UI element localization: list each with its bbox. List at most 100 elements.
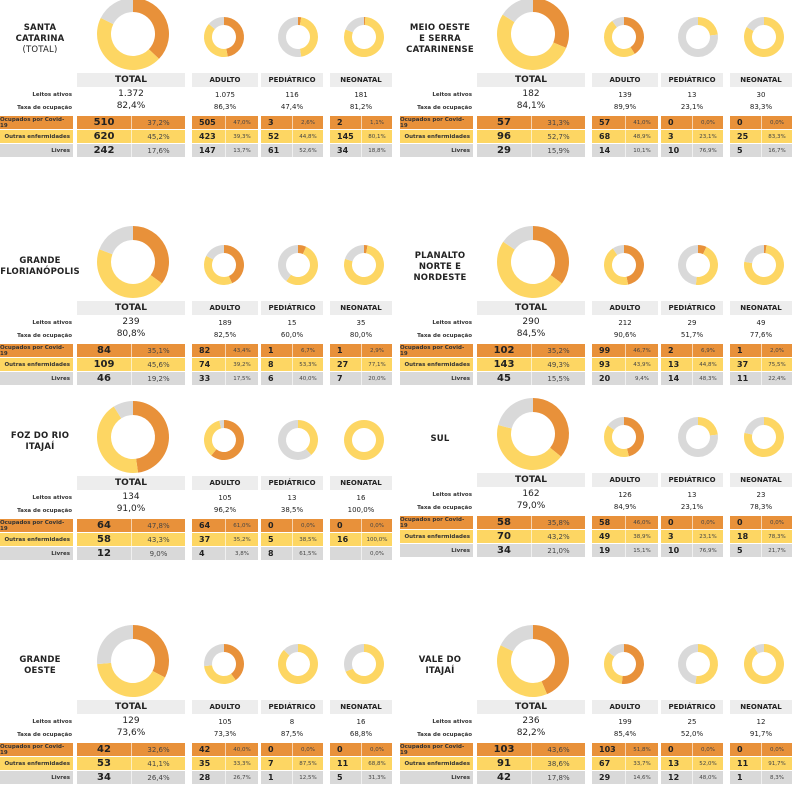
- donut-slice-outras: [286, 246, 318, 285]
- covid-percent: 40,0%: [225, 743, 258, 756]
- outras-percent: 43,3%: [131, 533, 185, 546]
- label-leitos-ativos: Leitos ativos: [32, 320, 72, 326]
- donut-pediatrico: [278, 245, 318, 285]
- label-covid: Ocupados por Covid-19: [0, 519, 73, 532]
- leitos-ativos-value: 129: [122, 716, 140, 726]
- covid-count: 0: [261, 519, 292, 532]
- donut-slice-covid: [698, 245, 707, 255]
- region-panel: VALE DO ITAJAÍ Leitos ativos Taxa de ocupaç…: [400, 625, 800, 797]
- donut-slice-covid: [533, 226, 569, 284]
- donut-slice-livres: [678, 417, 718, 457]
- label-livres: Livres: [400, 771, 473, 784]
- covid-percent: 0,0%: [761, 516, 792, 529]
- donut-pediatrico: [678, 245, 718, 285]
- covid-percent: 61,0%: [225, 519, 258, 532]
- donut-slice-outras: [204, 255, 233, 285]
- covid-percent: 0,0%: [361, 743, 392, 756]
- donut-slice-covid: [224, 17, 244, 57]
- livres-percent: 22,4%: [761, 372, 792, 385]
- donut-slice-livres: [498, 398, 533, 429]
- region-title: MEIO OESTE E SERRA CATARINENSE: [400, 14, 480, 64]
- livres-count: 14: [592, 144, 625, 157]
- leitos-ativos-value: 134: [122, 492, 140, 502]
- livres-percent: 17,8%: [531, 771, 585, 784]
- covid-percent: 2,6%: [292, 116, 323, 129]
- donut-slice-outras: [744, 417, 784, 457]
- taxa-ocupacao-value: 78,3%: [749, 503, 773, 511]
- covid-count: 0: [261, 743, 292, 756]
- livres-percent: 9,0%: [131, 547, 185, 560]
- donut-slice-livres: [219, 420, 224, 429]
- livres-count: 33: [192, 372, 225, 385]
- covid-percent: 0,0%: [292, 519, 323, 532]
- donut-slice-outras: [497, 14, 567, 70]
- livres-count: 20: [592, 372, 625, 385]
- leitos-ativos-value: 15: [287, 319, 297, 327]
- covid-percent: 47,0%: [225, 116, 258, 129]
- taxa-ocupacao-value: 85,4%: [613, 730, 637, 738]
- covid-count: 58: [592, 516, 625, 529]
- taxa-ocupacao-value: 90,6%: [613, 331, 637, 339]
- livres-count: 7: [330, 372, 361, 385]
- outras-count: 74: [192, 358, 225, 371]
- donut-slice-outras: [204, 665, 236, 684]
- donut-slice-livres: [500, 625, 533, 652]
- outras-percent: 87,5%: [292, 757, 323, 770]
- taxa-ocupacao-value: 60,0%: [280, 331, 304, 339]
- livres-count: 5: [730, 544, 761, 557]
- covid-percent: 32,6%: [131, 743, 185, 756]
- leitos-ativos-value: 162: [522, 489, 540, 499]
- livres-count: 14: [661, 372, 692, 385]
- livres-percent: 17,6%: [131, 144, 185, 157]
- covid-count: 84: [77, 344, 131, 357]
- livres-count: 147: [192, 144, 225, 157]
- leitos-ativos-value: 199: [618, 718, 632, 726]
- livres-percent: 21,7%: [761, 544, 792, 557]
- outras-percent: 52,7%: [531, 130, 585, 143]
- donut-neonatal: [744, 245, 784, 285]
- outras-percent: 49,3%: [531, 358, 585, 371]
- donut-slice-covid: [133, 401, 169, 473]
- donut-slice-covid: [224, 245, 244, 284]
- outras-percent: 39,2%: [225, 358, 258, 371]
- leitos-ativos-value: 13: [687, 91, 697, 99]
- livres-percent: 76,9%: [692, 544, 723, 557]
- label-livres: Livres: [0, 771, 73, 784]
- livres-count: 10: [661, 144, 692, 157]
- region-title: VALE DO ITAJAÍ: [400, 641, 480, 691]
- livres-percent: 20,0%: [361, 372, 392, 385]
- label-outras: Outras enfermidades: [400, 530, 473, 543]
- covid-percent: 6,9%: [692, 344, 723, 357]
- donut-slice-outras: [744, 17, 784, 57]
- leitos-ativos-value: 182: [522, 89, 540, 99]
- donut-adulto: [604, 17, 644, 58]
- label-livres: Livres: [400, 544, 473, 557]
- donut-slice-livres: [344, 245, 364, 262]
- outras-count: 3: [661, 530, 692, 543]
- livres-percent: 3,8%: [225, 547, 258, 560]
- donut-slice-outras: [345, 644, 384, 684]
- donut-slice-livres: [612, 245, 624, 256]
- donut-pediatrico: [278, 420, 318, 460]
- covid-count: 0: [730, 516, 761, 529]
- donut-slice-outras: [344, 245, 384, 285]
- outras-percent: 45,6%: [131, 358, 185, 371]
- donut-neonatal: [344, 245, 384, 285]
- livres-percent: 40,0%: [292, 372, 323, 385]
- label-leitos-ativos: Leitos ativos: [32, 719, 72, 725]
- livres-count: 19: [592, 544, 625, 557]
- donut-adulto: [604, 245, 644, 285]
- donut-slice-livres: [678, 17, 718, 57]
- covid-percent: 35,8%: [531, 516, 585, 529]
- region-title-line: ITAJAÍ: [425, 666, 455, 676]
- livres-count: 34: [330, 144, 361, 157]
- outras-percent: 38,9%: [625, 530, 658, 543]
- livres-percent: 61,5%: [292, 547, 323, 560]
- livres-percent: 21,0%: [531, 544, 585, 557]
- donut-adulto: [204, 420, 244, 460]
- livres-percent: 48,0%: [692, 771, 723, 784]
- taxa-ocupacao-value: 79,0%: [516, 501, 546, 511]
- taxa-ocupacao-value: 23,1%: [680, 103, 704, 111]
- donut-neonatal: [744, 644, 784, 684]
- donut-neonatal: [344, 17, 384, 58]
